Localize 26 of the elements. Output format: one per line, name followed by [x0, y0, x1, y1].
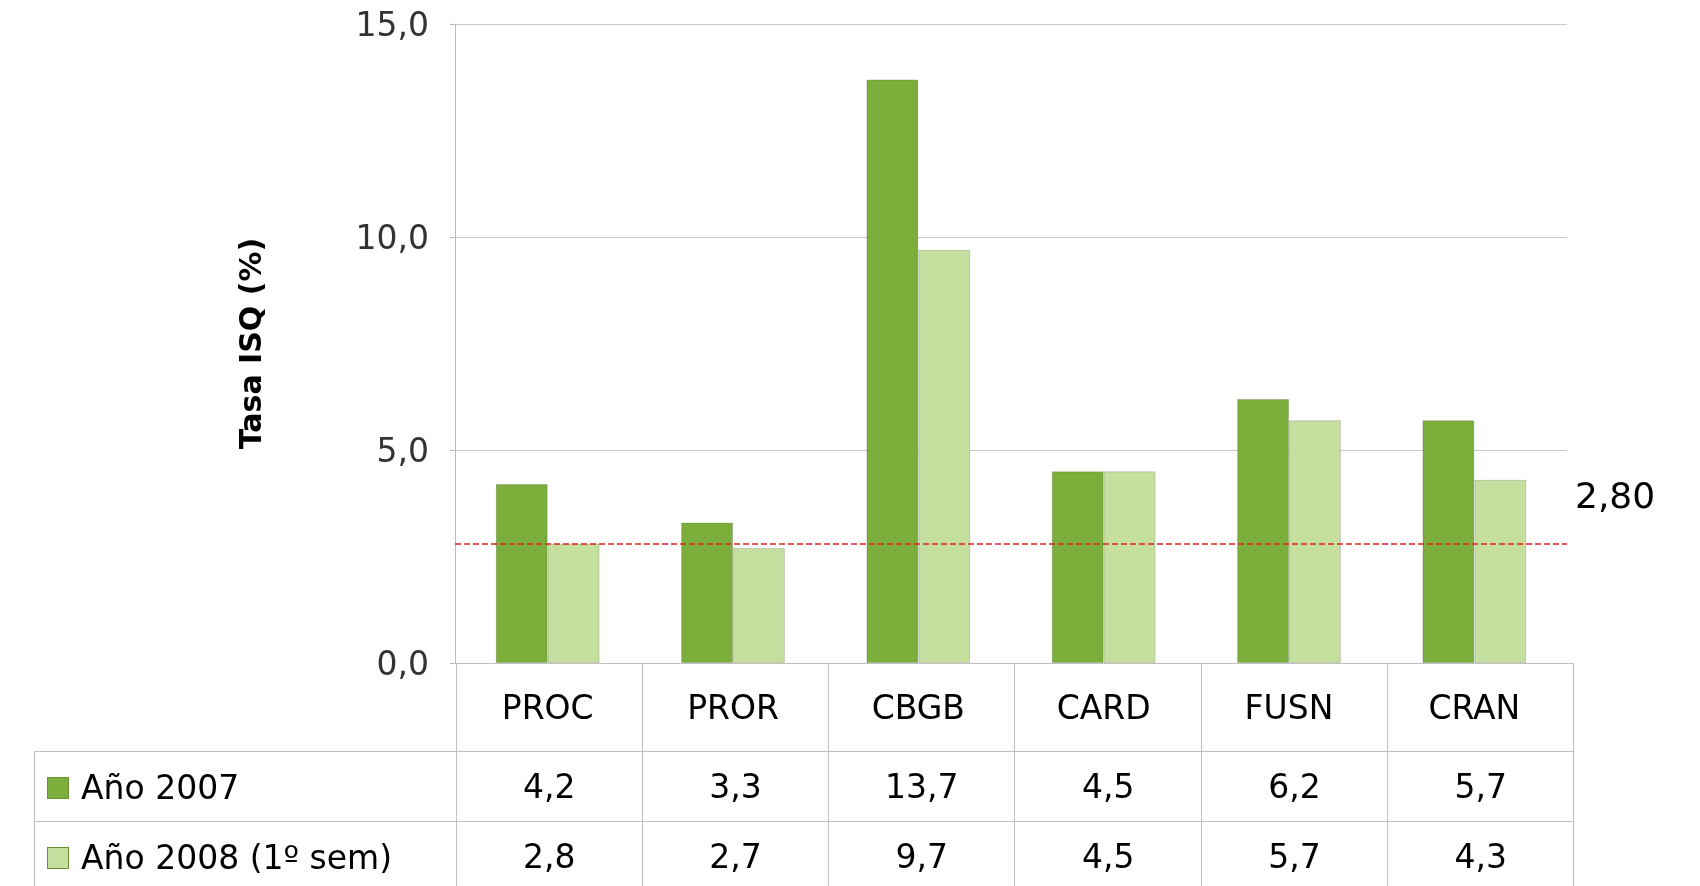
data-label: 4,2 [456, 751, 643, 822]
data-label: 13,7 [828, 751, 1015, 822]
x-tick-label: PROC [501, 688, 594, 727]
data-label: 4,3 [1387, 821, 1574, 886]
legend-label: Año 2007 [81, 768, 240, 807]
x-tick-label: CRAN [1428, 688, 1521, 727]
data-label: 9,7 [828, 821, 1015, 886]
x-tick-label: PROR [687, 688, 779, 727]
data-label: 3,3 [642, 751, 829, 822]
legend-label: Año 2008 (1º sem) [81, 838, 393, 877]
y-tick-label: 15,0 [355, 4, 429, 44]
y-tick-label: 0,0 [376, 643, 429, 683]
data-label: 5,7 [1201, 821, 1388, 886]
x-tick-label: FUSN [1244, 688, 1334, 727]
data-label: 4,5 [1014, 751, 1202, 822]
ref-line-label: 2,80 [1575, 475, 1656, 517]
data-label: 2,7 [642, 821, 829, 886]
x-tick-label: CARD [1056, 688, 1151, 727]
data-label: 5,7 [1387, 751, 1574, 822]
y-axis-title: Tasa ISQ (%) [232, 237, 268, 450]
data-label: 6,2 [1201, 751, 1388, 822]
y-tick-label: 10,0 [355, 217, 429, 257]
x-tick-label: CBGB [871, 688, 965, 727]
y-tick-label: 5,0 [376, 430, 429, 470]
data-label: 4,5 [1014, 821, 1202, 886]
data-label: 2,8 [456, 821, 643, 886]
